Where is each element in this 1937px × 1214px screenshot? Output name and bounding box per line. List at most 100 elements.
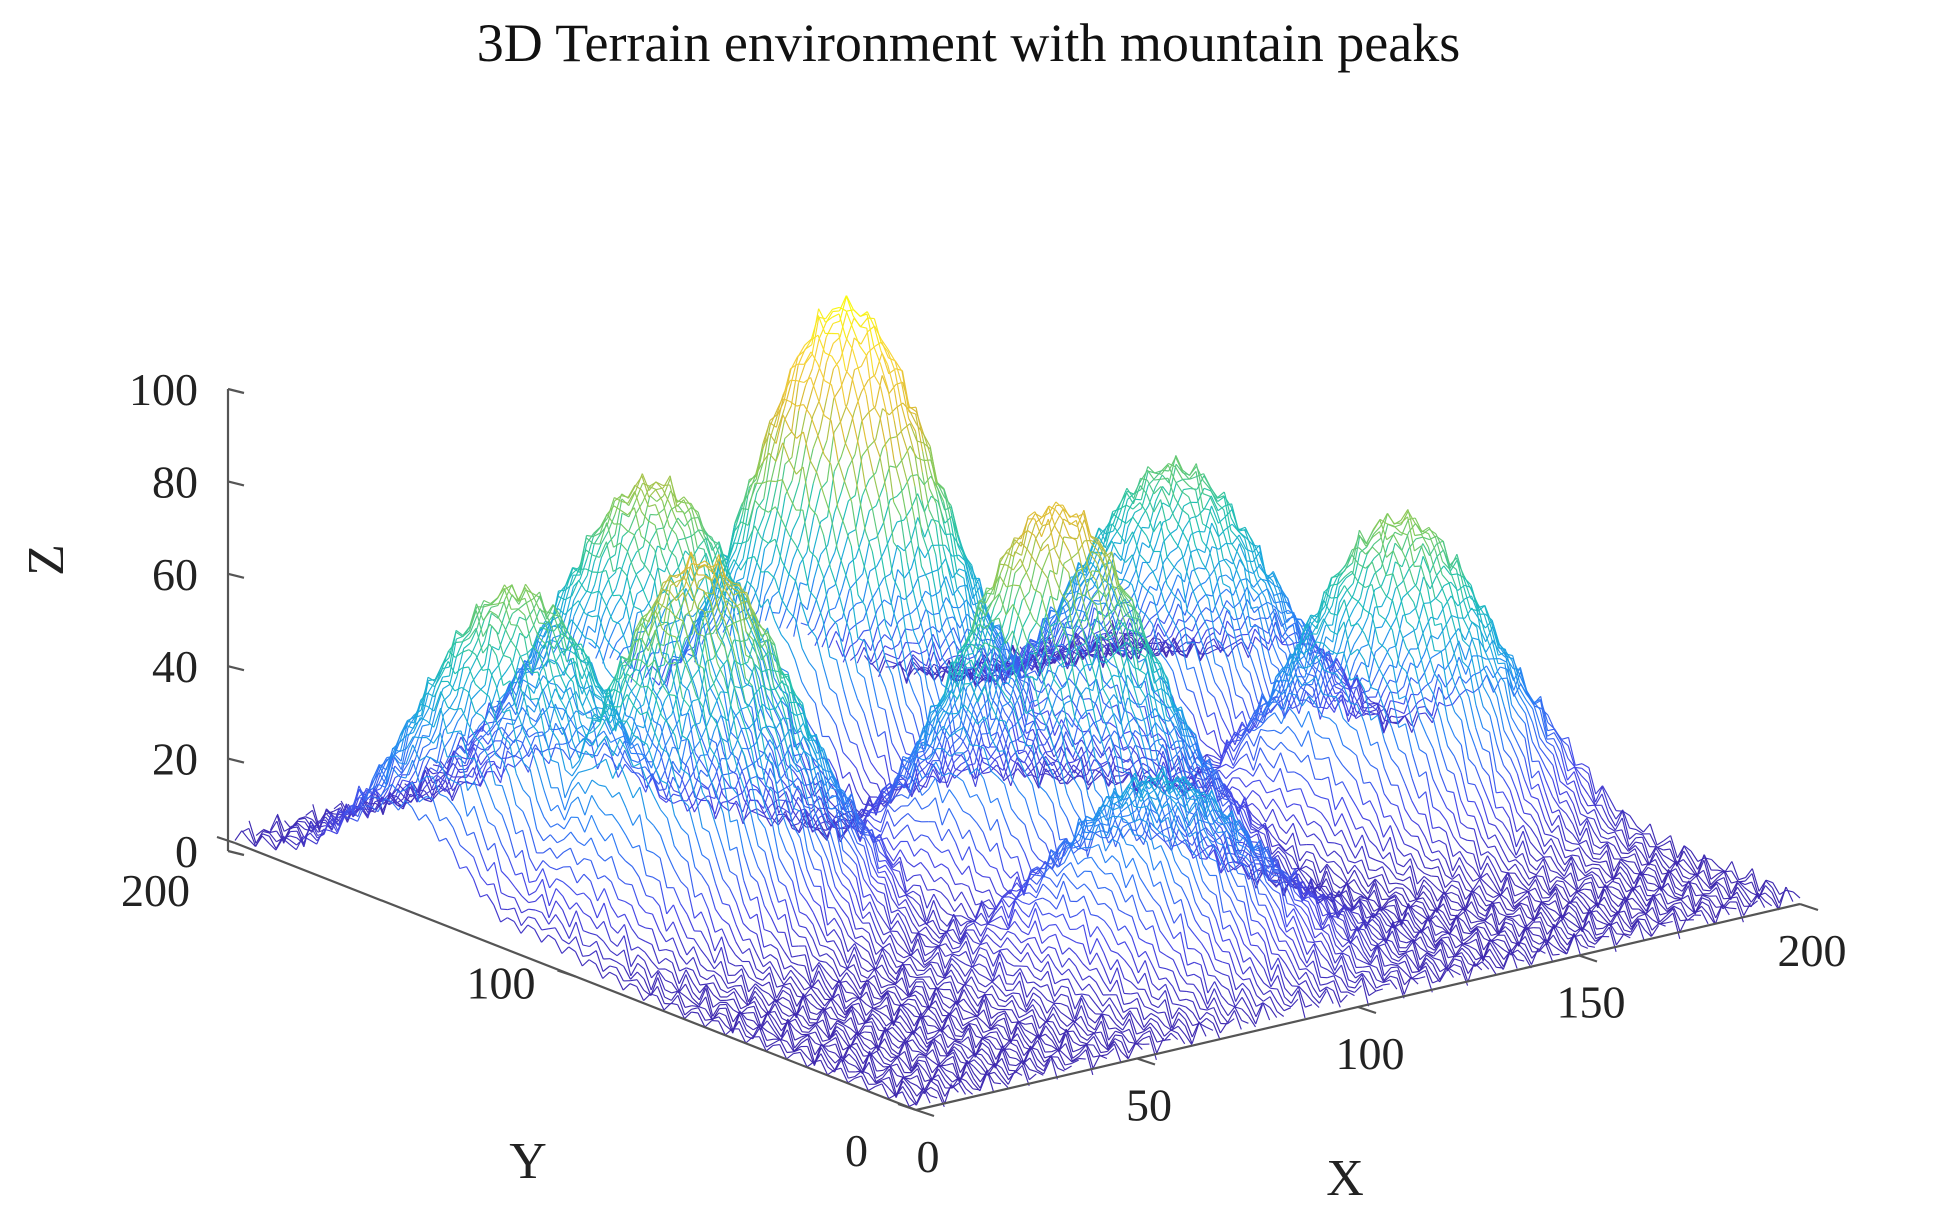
mesh-segment bbox=[1155, 738, 1163, 742]
mesh-segment bbox=[1507, 872, 1516, 897]
mesh-segment bbox=[1402, 632, 1411, 638]
mesh-segment bbox=[1159, 586, 1168, 610]
mesh-segment bbox=[1629, 815, 1638, 827]
mesh-segment bbox=[1451, 656, 1460, 678]
mesh-segment bbox=[1474, 784, 1483, 801]
mesh-segment bbox=[1605, 878, 1614, 884]
mesh-segment bbox=[1044, 640, 1053, 646]
mesh-segment bbox=[1723, 877, 1732, 900]
mesh-segment bbox=[1587, 808, 1595, 815]
mesh-segment bbox=[1272, 798, 1281, 810]
mesh-segment bbox=[884, 652, 893, 657]
mesh-segment bbox=[1651, 925, 1660, 937]
mesh-segment bbox=[1330, 630, 1338, 635]
mesh-segment bbox=[1133, 478, 1142, 499]
mesh-segment bbox=[1361, 696, 1370, 706]
mesh-segment bbox=[1321, 756, 1329, 760]
mesh-segment bbox=[932, 641, 941, 662]
mesh-segment bbox=[1260, 707, 1269, 723]
mesh-segment bbox=[1687, 912, 1695, 918]
mesh-segment bbox=[1352, 535, 1361, 574]
mesh-segment bbox=[1637, 920, 1645, 942]
mesh-segment bbox=[1226, 588, 1234, 596]
mesh-segment bbox=[1479, 879, 1488, 894]
mesh-segment bbox=[1048, 656, 1056, 659]
mesh-segment bbox=[1290, 659, 1298, 664]
mesh-segment bbox=[1353, 891, 1362, 896]
mesh-segment bbox=[1127, 551, 1136, 567]
mesh-segment bbox=[1358, 534, 1367, 547]
mesh-segment bbox=[1580, 944, 1589, 949]
mesh-segment bbox=[912, 661, 921, 670]
mesh-segment bbox=[1765, 880, 1773, 889]
mesh-segment bbox=[1118, 553, 1126, 563]
mesh-segment bbox=[1422, 897, 1431, 911]
mesh-segment bbox=[1023, 639, 1032, 670]
mesh-segment bbox=[1552, 745, 1561, 766]
mesh-segment bbox=[1414, 545, 1422, 552]
mesh-segment bbox=[1381, 874, 1390, 894]
mesh-segment bbox=[1202, 493, 1211, 497]
mesh-segment bbox=[1502, 791, 1511, 805]
mesh-segment bbox=[1297, 681, 1306, 692]
mesh-segment bbox=[1324, 605, 1333, 619]
mesh-segment bbox=[1574, 766, 1583, 777]
mesh-segment bbox=[1256, 649, 1265, 679]
mesh-segment bbox=[1559, 765, 1568, 785]
mesh-segment bbox=[1135, 602, 1144, 625]
mesh-segment bbox=[1644, 929, 1652, 938]
mesh-segment bbox=[1278, 632, 1287, 642]
mesh-segment bbox=[1552, 796, 1560, 808]
mesh-segment bbox=[919, 650, 927, 655]
mesh-segment bbox=[1399, 950, 1407, 953]
mesh-segment bbox=[1142, 586, 1151, 604]
mesh-segment bbox=[1529, 841, 1538, 851]
mesh-segment bbox=[1229, 553, 1238, 572]
mesh-segment bbox=[1226, 733, 1235, 747]
mesh-segment bbox=[1526, 919, 1534, 927]
mesh-segment bbox=[1460, 836, 1468, 841]
mesh-segment bbox=[1532, 701, 1541, 711]
mesh-segment bbox=[849, 640, 858, 648]
mesh-segment bbox=[1319, 697, 1328, 720]
mesh-segment bbox=[1457, 888, 1466, 908]
mesh-segment bbox=[1279, 586, 1288, 614]
mesh-segment bbox=[1299, 805, 1308, 826]
mesh-segment bbox=[1344, 570, 1352, 578]
mesh-segment bbox=[1286, 603, 1295, 616]
mesh-segment bbox=[1352, 574, 1361, 595]
mesh-segment bbox=[1605, 860, 1614, 881]
mesh-segment bbox=[1152, 595, 1161, 622]
mesh-segment bbox=[1655, 847, 1664, 861]
mesh-segment bbox=[1604, 884, 1613, 901]
mesh-segment bbox=[1523, 798, 1532, 805]
mesh-segment bbox=[1724, 870, 1732, 884]
mesh-segment bbox=[1537, 783, 1546, 806]
mesh-segment bbox=[1322, 668, 1331, 674]
mesh-segment bbox=[1629, 827, 1637, 831]
mesh-segment bbox=[1429, 907, 1437, 919]
mesh-segment bbox=[1288, 647, 1297, 676]
mesh-segment bbox=[1187, 541, 1196, 572]
mesh-segment bbox=[1635, 836, 1643, 839]
mesh-segment bbox=[1585, 867, 1593, 874]
mesh-segment bbox=[1530, 827, 1538, 839]
mesh-segment bbox=[1263, 657, 1272, 685]
mesh-segment bbox=[1413, 582, 1422, 594]
mesh-segment bbox=[1745, 868, 1753, 878]
mesh-segment bbox=[1535, 875, 1544, 890]
mesh-segment bbox=[1139, 526, 1147, 537]
mesh-segment bbox=[1253, 592, 1262, 602]
mesh-segment bbox=[1347, 661, 1356, 683]
mesh-segment bbox=[1375, 873, 1383, 878]
mesh-segment bbox=[1722, 903, 1730, 916]
mesh-segment bbox=[1373, 526, 1381, 535]
mesh-segment bbox=[1370, 741, 1378, 747]
mesh-segment bbox=[1090, 578, 1099, 590]
mesh-segment bbox=[1585, 854, 1594, 862]
mesh-segment bbox=[1644, 913, 1653, 931]
mesh-segment bbox=[1483, 614, 1492, 638]
mesh-segment bbox=[1288, 645, 1297, 668]
mesh-segment bbox=[1444, 880, 1453, 889]
mesh-segment bbox=[1344, 554, 1353, 571]
